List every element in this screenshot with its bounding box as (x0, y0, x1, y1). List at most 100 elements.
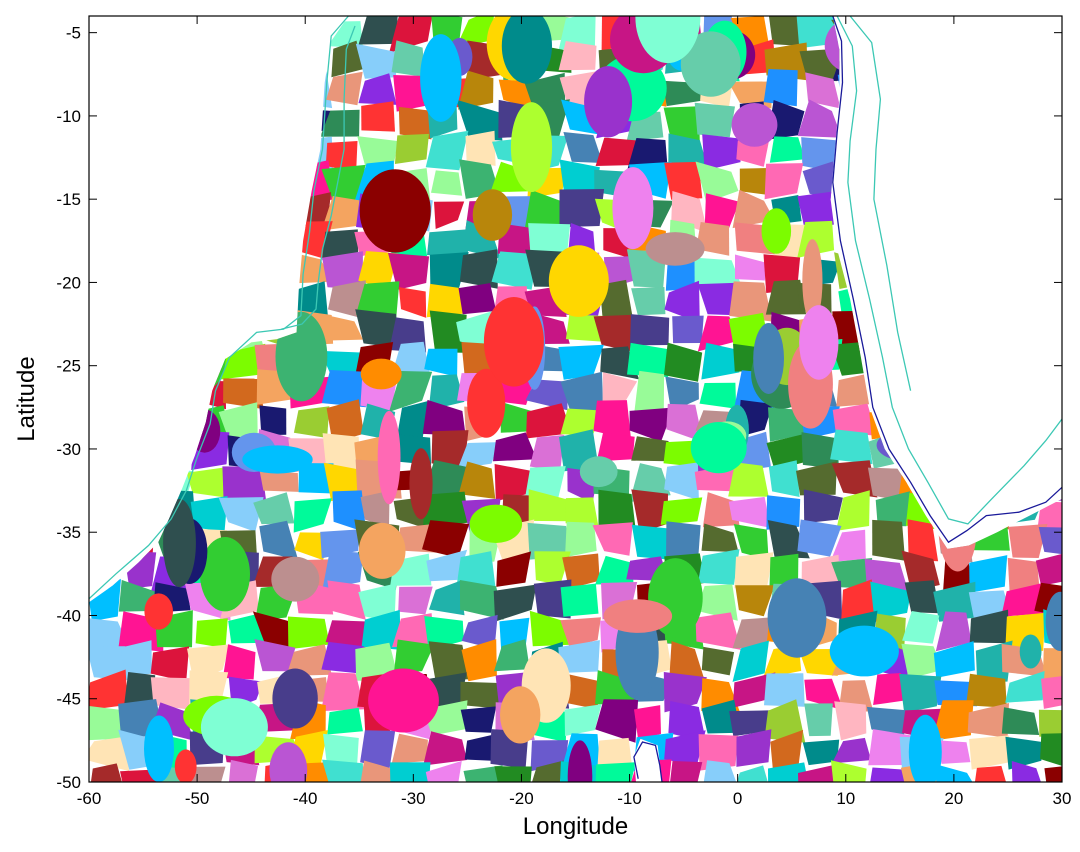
region-cell (223, 378, 264, 410)
region-cell (695, 612, 741, 650)
region-cell (664, 730, 706, 767)
region-cell (830, 760, 867, 782)
region-cell (668, 761, 703, 782)
region-cell (797, 99, 842, 138)
region-cell (830, 529, 866, 563)
region-cell (966, 673, 1007, 708)
region-cell (427, 229, 469, 256)
region-cell (701, 646, 735, 676)
region-blob (500, 686, 541, 744)
region-cell (702, 760, 742, 782)
region-cell (598, 489, 636, 528)
region-blob (144, 715, 174, 782)
region-cell (322, 433, 360, 470)
x-tick-label: 0 (733, 789, 742, 808)
region-cell (424, 616, 464, 651)
region-blob (567, 740, 593, 782)
coastline-3 (832, 16, 1062, 544)
region-cell (150, 677, 196, 711)
region-cell (627, 342, 669, 378)
region-cell (525, 760, 564, 782)
region-cell (360, 730, 396, 770)
x-tick-label: -60 (77, 789, 102, 808)
region-cell (322, 251, 363, 290)
region-blob (579, 456, 618, 488)
region-cell (672, 315, 704, 344)
region-cell (804, 703, 833, 737)
region-cell (391, 733, 428, 764)
region-cell (763, 69, 798, 107)
region-cell (935, 611, 972, 652)
region-blob (829, 625, 899, 677)
region-cell (934, 680, 978, 707)
region-cell (89, 736, 130, 772)
axis-ticks: -60 -50 -40 -30 -20 -10 0 10 20 30-5-10-15-20-25-… (56, 16, 1071, 808)
region-cell (732, 617, 772, 649)
region-cell (1038, 527, 1062, 556)
y-tick-label: -20 (56, 273, 81, 292)
region-cell (802, 739, 840, 766)
region-cell (629, 407, 674, 442)
region-cell (458, 461, 496, 499)
region-cell (634, 705, 661, 741)
region-cell (326, 399, 364, 443)
region-blob (635, 16, 701, 64)
region-blob (272, 668, 318, 729)
region-cell (631, 524, 673, 560)
region-cell (563, 132, 603, 163)
y-tick-label: -50 (56, 773, 81, 792)
region-blob (645, 232, 705, 266)
region-cell (461, 614, 498, 649)
region-cell (664, 342, 703, 382)
region-cell (120, 640, 152, 678)
region-blob (501, 16, 553, 84)
region-cell (904, 580, 940, 614)
region-cell (424, 348, 458, 377)
region-cell (764, 163, 804, 200)
region-cell (458, 283, 497, 315)
region-cell (593, 314, 636, 353)
region-cell (558, 16, 596, 50)
region-blob (753, 323, 784, 394)
region-cell (797, 519, 842, 557)
region-cell (560, 408, 604, 437)
region-cell (1038, 709, 1062, 737)
region-cell (831, 737, 872, 764)
region-cell (458, 70, 494, 110)
region-cell (429, 310, 467, 353)
region-cell (388, 252, 430, 290)
region-cell (1007, 557, 1040, 592)
region-cell (735, 254, 767, 281)
region-cell (423, 731, 467, 766)
region-cell (702, 134, 741, 171)
y-tick-label: -10 (56, 107, 81, 126)
region-cell (325, 620, 368, 649)
region-cell (696, 584, 738, 621)
region-cell (89, 617, 130, 650)
region-cell (493, 584, 537, 622)
region-cell (186, 467, 228, 498)
y-tick-label: -35 (56, 523, 81, 542)
region-cell (702, 492, 740, 528)
region-cell (320, 315, 363, 341)
region-cell (394, 133, 429, 164)
region-cell (1005, 671, 1045, 703)
region-cell (428, 641, 470, 680)
region-cell (322, 550, 364, 591)
region-cell (595, 137, 640, 166)
region-blob (174, 749, 197, 782)
region-cell (423, 491, 469, 528)
region-cell (252, 611, 294, 649)
region-cell (529, 610, 572, 647)
region-cell (665, 376, 699, 412)
region-cell (360, 490, 390, 528)
x-tick-label: 20 (944, 789, 963, 808)
region-cell (768, 460, 800, 497)
region-cell (805, 72, 841, 109)
region-cell (595, 670, 637, 705)
region-blob (1019, 634, 1042, 669)
region-cell (396, 401, 429, 443)
region-cell (355, 309, 400, 349)
region-cell (493, 432, 537, 462)
